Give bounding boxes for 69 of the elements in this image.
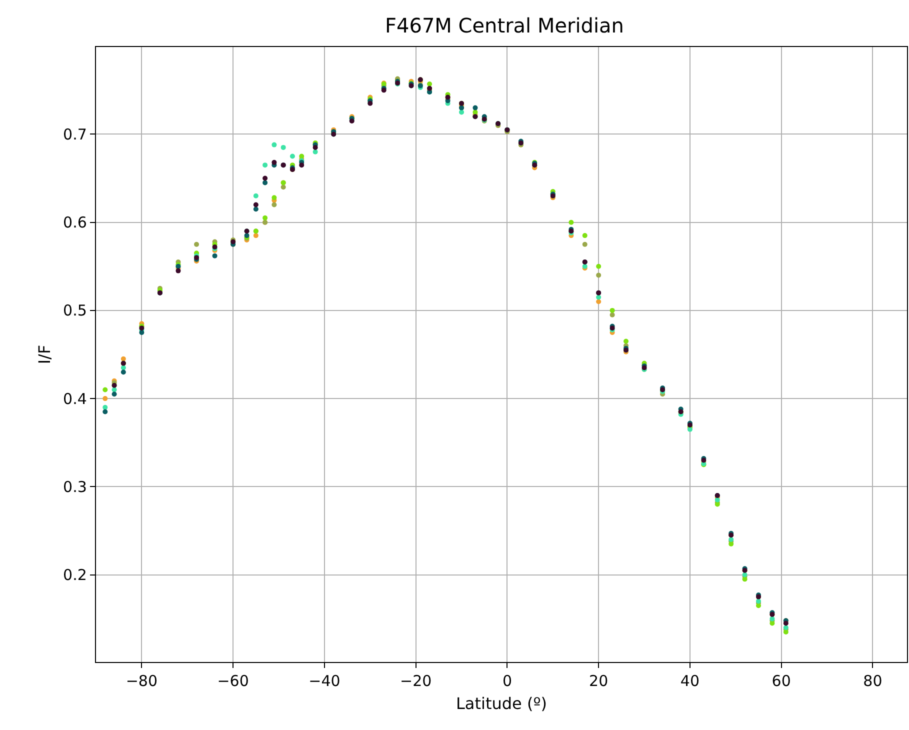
point — [756, 603, 762, 608]
point — [610, 308, 615, 313]
point — [262, 215, 268, 220]
point — [262, 162, 268, 168]
x-tick-label: 60 — [772, 672, 791, 690]
point — [290, 154, 295, 159]
x-tick-label: 20 — [589, 672, 608, 690]
point — [596, 294, 602, 300]
point — [783, 630, 788, 635]
point — [194, 242, 200, 247]
x-tick-label: 0 — [502, 672, 512, 690]
y-tick-label: 0.5 — [63, 302, 87, 320]
point — [610, 312, 615, 318]
point — [728, 541, 734, 546]
point — [272, 202, 277, 208]
point — [280, 184, 286, 190]
y-tick-label: 0.3 — [63, 478, 87, 496]
point — [253, 193, 258, 198]
point — [714, 497, 720, 502]
point — [568, 220, 574, 225]
point — [102, 396, 108, 402]
point — [120, 370, 126, 375]
chart-title: F467M Central Meridian — [384, 13, 624, 38]
point — [112, 392, 117, 397]
point — [783, 620, 788, 626]
x-tick-label: 40 — [680, 672, 700, 690]
y-tick-label: 0.6 — [63, 214, 87, 232]
point — [312, 144, 318, 150]
point — [280, 144, 286, 150]
point — [596, 264, 602, 269]
point — [427, 82, 432, 87]
point — [770, 620, 775, 626]
point — [253, 233, 258, 238]
point — [120, 365, 126, 370]
point — [742, 576, 748, 582]
x-tick-label: 80 — [863, 672, 882, 690]
point — [299, 154, 304, 159]
point — [582, 242, 588, 247]
x-tick-label: −60 — [217, 672, 249, 690]
point — [299, 162, 304, 168]
y-axis-title: I/F — [34, 344, 54, 364]
x-tick-label: −40 — [308, 672, 340, 690]
point — [212, 253, 218, 258]
point — [262, 176, 268, 181]
y-tick-label: 0.2 — [63, 566, 87, 584]
point — [253, 202, 258, 208]
point — [312, 149, 318, 154]
point — [176, 268, 181, 274]
point — [102, 404, 108, 410]
point — [472, 105, 478, 110]
y-tick-label: 0.7 — [63, 125, 87, 144]
point — [262, 180, 268, 186]
x-tick-label: −80 — [126, 672, 158, 690]
point — [102, 387, 108, 392]
point — [596, 272, 602, 278]
y-tick-label: 0.4 — [63, 390, 87, 408]
point — [120, 356, 126, 362]
point — [272, 160, 277, 165]
point — [582, 233, 588, 238]
point — [459, 110, 464, 115]
point — [272, 142, 277, 148]
point — [253, 206, 258, 212]
x-tick-label: −20 — [400, 672, 432, 690]
point — [139, 330, 144, 335]
point — [624, 338, 629, 344]
x-axis-title: Latitude (º) — [456, 694, 547, 713]
point — [102, 409, 108, 414]
point — [596, 299, 602, 304]
point — [272, 195, 277, 200]
